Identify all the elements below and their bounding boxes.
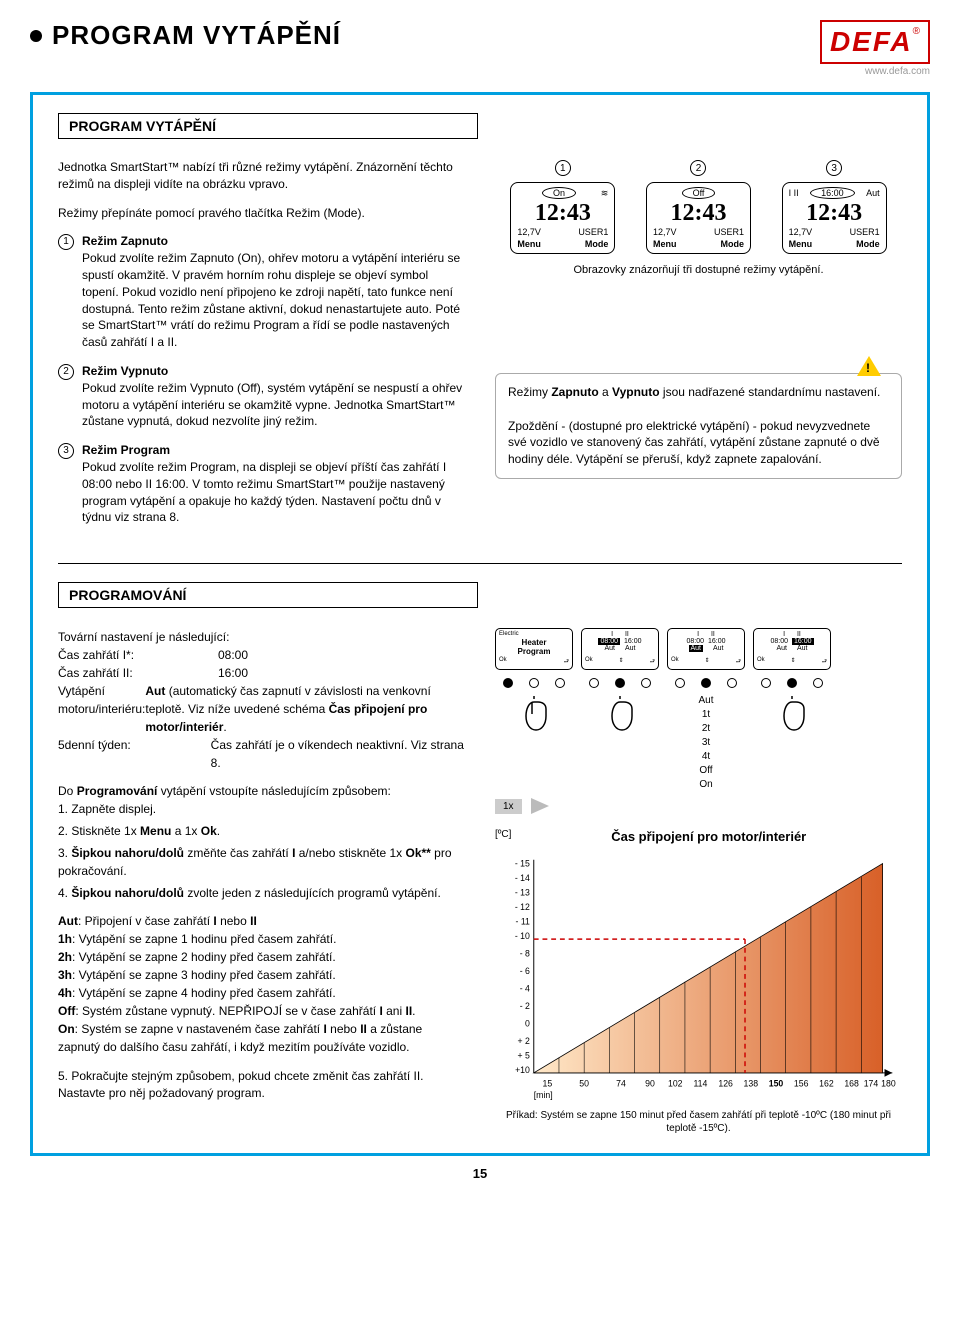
svg-text:- 2: - 2 — [520, 1001, 530, 1011]
svg-text:15: 15 — [542, 1079, 552, 1089]
connection-time-chart: - 15 - 14 - 13 - 12 - 11 - 10 - 8 - 6 - 4 - 2 0 + 2… — [495, 850, 902, 1102]
page-title: PROGRAM VYTÁPĚNÍ — [52, 20, 341, 51]
svg-text:174: 174 — [864, 1079, 879, 1089]
svg-text:- 4: - 4 — [520, 984, 530, 994]
bullet-1: 1 — [58, 234, 74, 250]
svg-text:162: 162 — [819, 1079, 834, 1089]
mode-off-body: Pokud zvolíte režim Vypnuto (Off), systé… — [82, 381, 462, 429]
warning-box: Režimy Zapnuto a Vypnuto jsou nadřazené … — [495, 373, 902, 479]
svg-text:- 13: - 13 — [515, 888, 530, 898]
screens-caption: Obrazovky znázorňují tři dostupné režimy… — [495, 264, 902, 276]
screen-off: Off 12:43 12,7VUSER1 MenuMode — [646, 182, 751, 254]
step-5: 5. Pokračujte stejným způsobem, pokud ch… — [58, 1068, 465, 1102]
svg-text:0: 0 — [525, 1019, 530, 1029]
svg-text:- 10: - 10 — [515, 931, 530, 941]
factory-settings: Tovární nastavení je následující: Čas za… — [58, 628, 465, 772]
bullet-2: 2 — [58, 364, 74, 380]
svg-text:+ 2: + 2 — [518, 1036, 531, 1046]
svg-text:- 11: - 11 — [516, 917, 531, 927]
chart-caption: Příkad: Systém se zapne 150 minut před č… — [495, 1109, 902, 1135]
svg-text:150: 150 — [769, 1079, 784, 1089]
mode-off-title: Režim Vypnuto — [82, 364, 168, 378]
svg-text:114: 114 — [693, 1079, 707, 1089]
svg-text:- 15: - 15 — [515, 859, 530, 869]
section-title-1: PROGRAM VYTÁPĚNÍ — [58, 113, 478, 139]
svg-text:168: 168 — [844, 1079, 859, 1089]
logo-url: www.defa.com — [820, 66, 930, 77]
chart-title: Čas připojení pro motor/interiér — [515, 829, 902, 844]
mode-prog-title: Režim Program — [82, 443, 170, 457]
program-definitions: Aut: Připojení v čase zahřátí I nebo II … — [58, 912, 465, 1056]
hand-icon — [600, 694, 640, 734]
defa-logo: DEFA® — [820, 20, 930, 64]
svg-text:- 6: - 6 — [520, 966, 530, 976]
svg-text:- 14: - 14 — [515, 873, 530, 883]
programming-steps: Do Programování vytápění vstoupíte násle… — [58, 782, 465, 902]
page-number: 15 — [30, 1166, 930, 1181]
screen-num-1: 1 — [555, 160, 571, 176]
svg-text:138: 138 — [744, 1079, 759, 1089]
screen-on: On≋ 12:43 12,7VUSER1 MenuMode — [510, 182, 615, 254]
warning-icon — [857, 356, 881, 376]
chart-y-unit: [ºC] — [495, 829, 511, 840]
sequence-screens: Electric HeaterProgram Ok⮐ I II 08:0016:… — [495, 628, 902, 670]
screen-num-3: 3 — [826, 160, 842, 176]
screen-num-2: 2 — [690, 160, 706, 176]
mode-prog-body: Pokud zvolíte režim Program, na displeji… — [82, 460, 446, 524]
section-title-2: PROGRAMOVÁNÍ — [58, 582, 478, 608]
mode-on-body: Pokud zvolíte režim Zapnuto (On), ohřev … — [82, 251, 460, 349]
svg-text:- 8: - 8 — [520, 949, 530, 959]
svg-text:[min]: [min] — [534, 1090, 553, 1100]
svg-text:156: 156 — [794, 1079, 809, 1089]
bullet-3: 3 — [58, 443, 74, 459]
screen-program: I II16:00Aut 12:43 12,7VUSER1 MenuMode — [782, 182, 887, 254]
svg-text:180: 180 — [881, 1079, 896, 1089]
svg-text:50: 50 — [579, 1079, 589, 1089]
logo-registered: ® — [913, 26, 920, 37]
press-1x: 1x — [495, 799, 522, 814]
svg-text:- 12: - 12 — [515, 902, 530, 912]
svg-text:+ 5: + 5 — [518, 1051, 531, 1061]
svg-text:102: 102 — [668, 1079, 683, 1089]
svg-text:+10: +10 — [515, 1065, 530, 1075]
logo-text: DEFA — [830, 26, 913, 57]
arrow-right-icon — [531, 798, 549, 814]
title-bullet — [30, 30, 42, 42]
intro-1: Jednotka SmartStart™ nabízí tři různé re… — [58, 159, 465, 193]
svg-text:126: 126 — [718, 1079, 733, 1089]
svg-text:74: 74 — [616, 1079, 626, 1089]
options-list: Aut1t2t3t4tOffOn — [667, 694, 745, 792]
hand-icon — [772, 694, 812, 734]
mode-on-title: Režim Zapnuto — [82, 234, 168, 248]
svg-text:90: 90 — [645, 1079, 655, 1089]
intro-2: Režimy přepínáte pomocí pravého tlačítka… — [58, 205, 465, 222]
hand-icon — [514, 694, 554, 734]
